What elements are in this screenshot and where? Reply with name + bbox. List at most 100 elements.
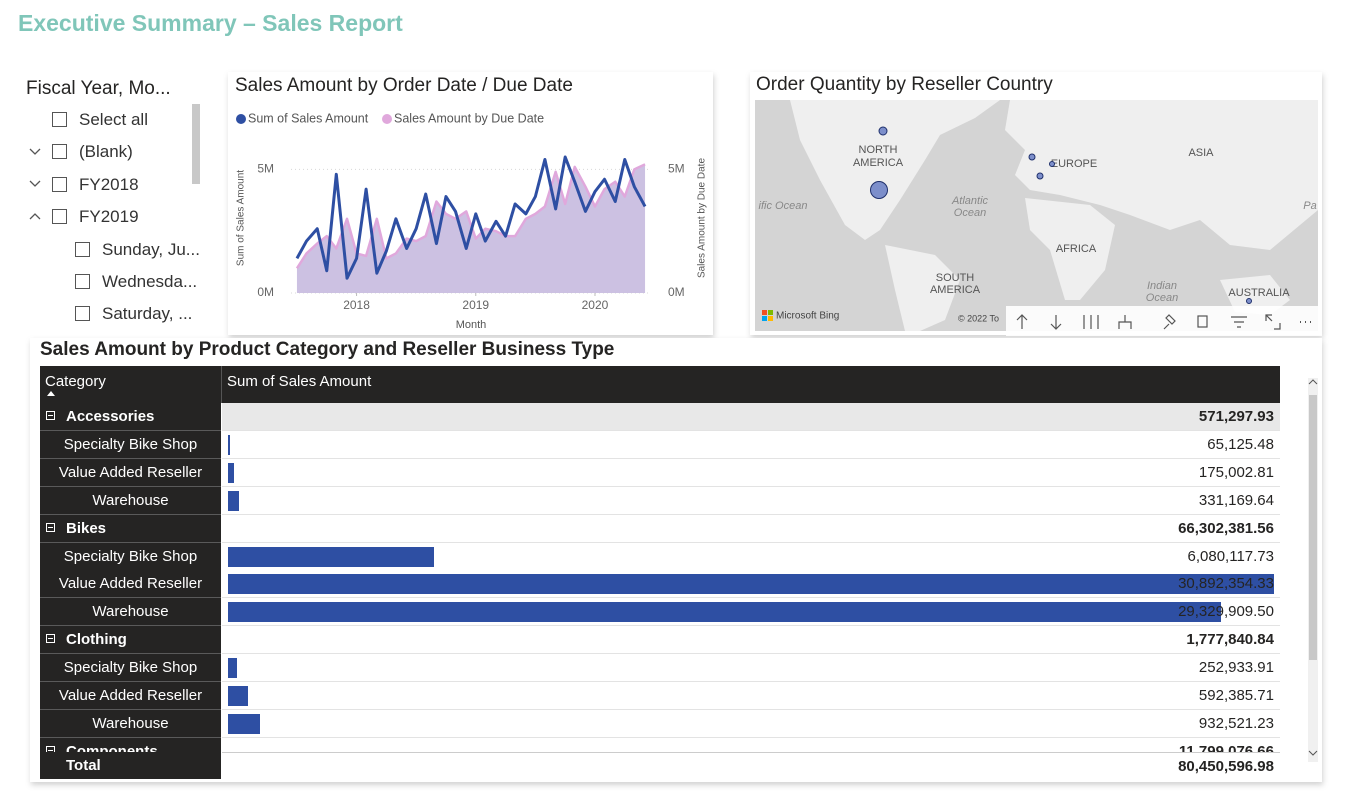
matrix-body: Accessories 571,297.93 Specialty Bike Shop… (40, 403, 1280, 752)
y2-axis-title: Sales Amount by Due Date (697, 158, 708, 279)
focus-mode[interactable] (1265, 314, 1281, 330)
data-bar (228, 434, 231, 455)
map-bubbles (870, 126, 1252, 304)
detail-value: 6,080,117.73 (1187, 547, 1274, 565)
pin[interactable] (1163, 314, 1176, 330)
group-value-cell: 11,799,076.66 (222, 737, 1280, 752)
column-divider (221, 366, 222, 403)
total-value: 80,450,596.98 (1178, 758, 1274, 775)
drill-up[interactable] (1016, 314, 1028, 329)
checkbox (52, 144, 67, 160)
detail-label: Warehouse (92, 603, 169, 621)
group-row: Accessories 571,297.93 (40, 403, 1280, 431)
checkbox (75, 274, 90, 289)
detail-label: Warehouse (92, 714, 169, 732)
detail-label-cell: Warehouse (40, 709, 221, 738)
y2-tick-label: 5M (668, 162, 685, 176)
map-bubble[interactable] (870, 181, 888, 199)
group-total: 1,777,840.84 (1186, 631, 1274, 649)
group-label: Accessories (66, 408, 155, 425)
slicer-item[interactable]: FY2019 (52, 206, 139, 228)
detail-value: 175,002.81 (1198, 463, 1274, 481)
map-label: EUROPE (1051, 158, 1097, 170)
detail-value-cell: 30,892,354.33 (222, 570, 1280, 599)
slicer-item[interactable]: Saturday, ... (75, 303, 192, 325)
detail-label: Specialty Bike Shop (63, 547, 198, 565)
column-header[interactable]: Category (45, 373, 106, 390)
group-value-cell: 1,777,840.84 (222, 626, 1280, 655)
expand-icon[interactable] (29, 148, 41, 155)
group-label: Bikes (66, 519, 107, 537)
toolbar-icons (1016, 314, 1311, 330)
slicer-item[interactable]: Wednesda... (75, 271, 197, 293)
detail-row: Specialty Bike Shop 65,125.48 (40, 430, 1280, 459)
detail-value-cell: 65,125.48 (222, 430, 1280, 459)
slicer: Select all (Blank) FY2018 FY2019 Sunday, Ju.… (0, 100, 210, 325)
detail-label: Value Added Reseller (58, 687, 203, 704)
series-line (295, 163, 646, 269)
detail-row: Specialty Bike Shop 6,080,117.73 (40, 542, 1280, 571)
checkbox (75, 241, 90, 257)
detail-row: Value Added Reseller 592,385.71 (40, 682, 1280, 710)
copy[interactable] (1197, 315, 1208, 328)
detail-label-cell: Specialty Bike Shop (40, 542, 221, 571)
checkbox (75, 306, 90, 322)
x-tick-label: 2019 (462, 298, 489, 312)
group-label-cell: Components (40, 737, 221, 752)
map-bubble[interactable] (1049, 161, 1055, 167)
group-row: Components 11,799,076.66 (40, 737, 1280, 752)
slicer-item-label: Sunday, Ju... (102, 239, 200, 259)
expand-all[interactable] (1083, 315, 1099, 329)
data-bar (228, 713, 260, 734)
slicer-item[interactable]: FY2018 (52, 174, 139, 196)
group-row: Bikes 66,302,381.56 (40, 514, 1280, 543)
collapse-icon[interactable] (46, 745, 55, 752)
filter[interactable] (1231, 316, 1247, 328)
detail-value: 252,933.91 (1198, 659, 1274, 677)
slicer-item-label: FY2018 (79, 174, 139, 194)
slicer-scrollbar[interactable] (192, 104, 200, 184)
map-bubble[interactable] (878, 126, 888, 136)
collapse-icon[interactable] (46, 411, 55, 420)
visual-toolbar (1006, 306, 1322, 336)
group-total: 66,302,381.56 (1178, 519, 1274, 537)
matrix-scroll-thumb[interactable] (1309, 395, 1317, 660)
scroll-up[interactable] (1308, 379, 1318, 385)
legend-marker (236, 114, 246, 124)
map-bubble[interactable] (1246, 298, 1252, 304)
detail-value: 932,521.23 (1198, 714, 1274, 732)
detail-label: Specialty Bike Shop (63, 659, 198, 677)
group-label-cell: Clothing (40, 626, 221, 655)
total-cell: 80,450,596.98 (222, 752, 1280, 780)
sort-indicator (47, 391, 55, 396)
column-header[interactable]: Sum of Sales Amount (227, 373, 372, 390)
group-total: 571,297.93 (1198, 408, 1274, 425)
collapse-icon[interactable] (29, 213, 41, 220)
scroll-down[interactable] (1308, 750, 1318, 756)
matrix-header: Category Sum of Sales Amount (40, 366, 1280, 403)
slicer-item[interactable]: (Blank) (52, 141, 133, 163)
legend-marker (382, 114, 392, 124)
map-bubble[interactable] (1028, 153, 1036, 161)
map-label: AFRICA (1056, 243, 1097, 255)
map-label: AMERICA (853, 157, 904, 169)
slicer-item[interactable]: Sunday, Ju... (75, 239, 200, 261)
expand-level[interactable] (1118, 315, 1132, 329)
detail-label: Warehouse (92, 491, 169, 509)
data-bar (228, 462, 234, 483)
detail-value: 29,329,909.50 (1178, 603, 1274, 621)
slicer-item[interactable]: Select all (52, 109, 148, 131)
map-label: AMERICA (930, 284, 981, 296)
detail-value: 30,892,354.33 (1178, 575, 1274, 593)
collapse-icon[interactable] (46, 634, 55, 644)
expand-icon[interactable] (29, 180, 41, 187)
drill-down[interactable] (1050, 315, 1062, 330)
y-tick-label: 0M (257, 285, 274, 299)
map-label: Atlantic (951, 195, 989, 207)
x-tick-label: 2020 (582, 298, 609, 312)
map-bubble[interactable] (1036, 172, 1044, 180)
collapse-icon[interactable] (46, 522, 55, 532)
detail-label-cell: Value Added Reseller (40, 682, 221, 710)
detail-value: 331,169.64 (1198, 491, 1274, 509)
